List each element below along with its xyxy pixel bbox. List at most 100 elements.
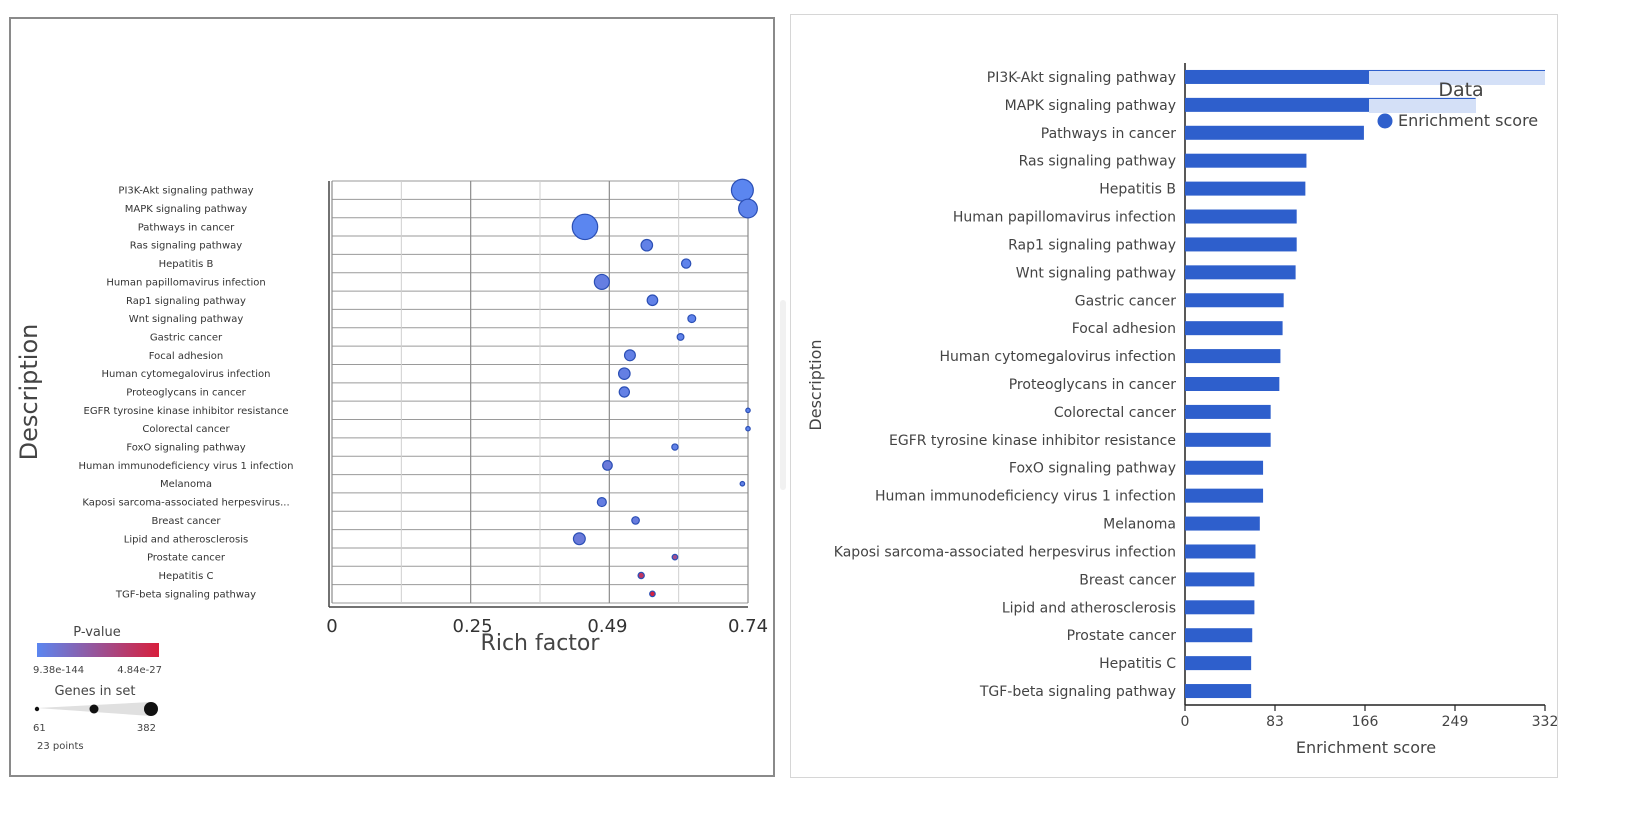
category-label: Human papillomavirus infection: [953, 210, 1176, 226]
legend-title: Data: [1438, 79, 1483, 101]
legend-marker: [1377, 113, 1393, 129]
category-label: PI3K-Akt signaling pathway: [987, 70, 1176, 86]
category-label: Human cytomegalovirus infection: [102, 369, 271, 380]
bubble-point: [739, 480, 746, 487]
bar-chart: 0 83 166 249 332 Enrichment score Description P…: [806, 63, 1558, 757]
category-label: Melanoma: [160, 479, 212, 490]
bubble-point: [745, 425, 751, 432]
x-tick-label: 0.74: [728, 616, 768, 637]
bubble-point: [623, 349, 636, 362]
bubble-point: [676, 332, 685, 341]
bar: [1185, 209, 1297, 224]
y-axis-title: Description: [806, 339, 825, 430]
bar: [1185, 488, 1264, 503]
bar: [1185, 432, 1271, 447]
category-label: Human immunodeficiency virus 1 infection: [875, 489, 1176, 505]
bar: [1185, 293, 1284, 308]
category-label: Lipid and atherosclerosis: [124, 534, 248, 545]
category-label: Pathways in cancer: [138, 222, 235, 233]
bar: [1185, 265, 1296, 280]
category-label: MAPK signaling pathway: [125, 204, 247, 215]
category-label: Lipid and atherosclerosis: [1002, 600, 1176, 616]
size-legend-small-dot: [34, 706, 40, 712]
x-tick-label: 249: [1442, 714, 1469, 730]
bar-chart-panel: 0 83 166 249 332 Enrichment score Description P…: [790, 14, 1558, 778]
category-label: EGFR tyrosine kinase inhibitor resistanc…: [889, 433, 1176, 449]
bar: [1185, 321, 1283, 336]
bubble-chart: 0 0.25 0.49 0.74 Rich factor Description PI3K-…: [15, 178, 768, 752]
size-legend-title: Genes in set: [54, 684, 135, 699]
category-label: Breast cancer: [151, 516, 221, 527]
panel-resize-handle[interactable]: [780, 300, 786, 490]
bar: [1185, 544, 1256, 559]
pvalue-colorbar: [37, 643, 159, 657]
x-tick-label: 166: [1352, 714, 1379, 730]
x-tick-label: 0: [1181, 714, 1190, 730]
category-label: Hepatitis C: [1099, 656, 1176, 672]
category-label: Colorectal cancer: [1054, 405, 1176, 421]
category-label: FoxO signaling pathway: [126, 443, 245, 454]
category-label: Gastric cancer: [150, 332, 223, 343]
x-tick-label: 332: [1532, 714, 1557, 730]
category-label: Ras signaling pathway: [1019, 154, 1176, 170]
x-axis-title: Rich factor: [481, 631, 601, 656]
bubble-point: [730, 178, 754, 202]
bubble-point: [602, 460, 613, 471]
category-label: Breast cancer: [1079, 572, 1176, 588]
bar: [1185, 656, 1252, 671]
bar: [1185, 349, 1281, 364]
category-label: Rap1 signaling pathway: [1008, 237, 1176, 253]
bar: [1185, 181, 1306, 196]
category-label: Hepatitis B: [1099, 182, 1176, 198]
legend-highlight-bottom: [1369, 99, 1476, 113]
bubble-point: [687, 314, 697, 324]
x-tick-label: 0.49: [587, 616, 627, 637]
bar: [1185, 153, 1307, 168]
bar: [1185, 628, 1253, 643]
bubble-point: [671, 553, 679, 561]
bar: [1185, 404, 1271, 419]
category-label: Wnt signaling pathway: [1016, 265, 1176, 281]
bar: [1185, 684, 1252, 699]
bar: [1185, 572, 1255, 587]
category-label: EGFR tyrosine kinase inhibitor resistanc…: [84, 406, 289, 417]
legend-highlight-top: [1369, 71, 1545, 85]
bubble-point: [617, 367, 631, 380]
category-label: Colorectal cancer: [142, 424, 230, 435]
bar: [1185, 237, 1297, 252]
category-label: PI3K-Akt signaling pathway: [118, 186, 253, 197]
bubble-point: [596, 497, 607, 508]
category-label: Prostate cancer: [147, 553, 226, 564]
category-label: Human cytomegalovirus infection: [939, 349, 1176, 365]
x-tick-label: 0.25: [453, 616, 493, 637]
pvalue-legend-title: P-value: [73, 625, 120, 640]
pvalue-max-label: 4.84e-27: [117, 665, 162, 676]
bubble-point: [571, 213, 599, 241]
category-label: Pathways in cancer: [1041, 126, 1176, 142]
category-label: Wnt signaling pathway: [129, 314, 244, 325]
bubble-point: [637, 571, 645, 580]
category-label: Rap1 signaling pathway: [126, 296, 246, 307]
bubble-point: [745, 407, 751, 414]
category-label: Kaposi sarcoma-associated herpesvirus...: [82, 498, 289, 509]
y-axis-title: Description: [15, 324, 43, 461]
bubble-point: [640, 238, 654, 252]
size-legend-medium-dot: [89, 704, 99, 714]
category-label: Proteoglycans in cancer: [1009, 377, 1177, 393]
category-label: Melanoma: [1103, 517, 1176, 533]
category-label: Prostate cancer: [1067, 628, 1177, 644]
bubble-point: [680, 258, 692, 269]
bubble-point: [738, 198, 758, 219]
x-tick-label: 0: [326, 616, 337, 637]
bar: [1185, 516, 1260, 531]
bar: [1185, 600, 1255, 615]
x-tick-label: 83: [1266, 714, 1284, 730]
bubble-point: [593, 273, 610, 290]
category-label: Hepatitis B: [159, 259, 214, 270]
bubble-point: [572, 532, 586, 546]
x-axis-title: Enrichment score: [1296, 738, 1436, 757]
bar: [1185, 460, 1264, 475]
category-label: Focal adhesion: [1072, 321, 1176, 337]
category-label: Gastric cancer: [1075, 293, 1176, 309]
bubble-point: [631, 516, 640, 525]
